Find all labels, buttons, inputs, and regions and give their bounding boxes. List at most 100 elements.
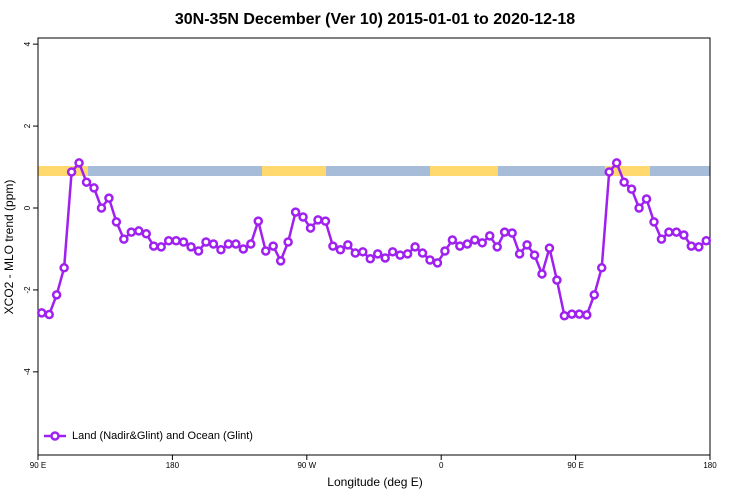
- point: [148, 241, 159, 251]
- point: [410, 242, 420, 252]
- y-axis-label: XCO2 - MLO trend (ppm): [2, 180, 16, 315]
- point: [462, 239, 473, 249]
- point: [104, 193, 114, 203]
- point: [694, 242, 704, 252]
- point: [328, 241, 338, 251]
- x-tick-label: 180: [166, 461, 180, 470]
- point: [36, 308, 47, 318]
- point: [178, 237, 189, 247]
- point: [432, 258, 443, 268]
- y-tick-label: 2: [23, 123, 32, 128]
- point: [111, 217, 122, 227]
- point: [89, 183, 99, 193]
- land-segment: [38, 166, 88, 176]
- point: [649, 217, 659, 227]
- point: [701, 236, 712, 246]
- ocean-band: [38, 166, 710, 176]
- point: [171, 236, 181, 246]
- point: [246, 239, 256, 249]
- point: [440, 246, 450, 256]
- point: [671, 227, 682, 237]
- point: [81, 177, 92, 187]
- point: [529, 250, 540, 260]
- point: [686, 241, 697, 251]
- series-line: [41, 160, 708, 318]
- point: [126, 227, 137, 237]
- land-segment: [262, 166, 326, 176]
- x-tick-label: 0: [439, 461, 444, 470]
- point: [283, 237, 293, 247]
- land-segment: [430, 166, 498, 176]
- point: [208, 239, 219, 249]
- point: [119, 234, 129, 244]
- point: [134, 226, 144, 236]
- point: [656, 234, 667, 244]
- point: [477, 238, 488, 248]
- point: [611, 158, 622, 168]
- point: [231, 239, 241, 249]
- point: [619, 177, 629, 187]
- point: [544, 243, 555, 253]
- chart-title: 30N-35N December (Ver 10) 2015-01-01 to …: [175, 11, 575, 28]
- point: [537, 269, 547, 279]
- point: [634, 203, 644, 213]
- point: [96, 203, 107, 213]
- point: [268, 241, 278, 251]
- point: [447, 235, 458, 245]
- y-tick-label: 0: [23, 205, 32, 210]
- y-tick-label: -2: [23, 286, 32, 294]
- point: [44, 309, 54, 320]
- point: [343, 240, 353, 250]
- point: [679, 230, 689, 240]
- point: [664, 227, 674, 237]
- point: [492, 242, 502, 252]
- point: [275, 256, 286, 266]
- point: [582, 310, 592, 320]
- point: [499, 227, 510, 237]
- point: [484, 231, 495, 241]
- point: [358, 247, 368, 257]
- point: [372, 249, 383, 259]
- point: [298, 212, 308, 222]
- point: [455, 241, 465, 251]
- point: [163, 236, 174, 246]
- x-tick-label: 90 W: [297, 461, 316, 470]
- land-ocean-strip: [38, 166, 710, 176]
- point: [335, 245, 346, 255]
- legend-marker: [50, 431, 60, 441]
- point: [74, 158, 84, 168]
- point: [313, 215, 323, 225]
- point: [201, 237, 211, 247]
- point: [395, 250, 405, 260]
- x-tick-label: 90 E: [567, 461, 583, 470]
- point: [51, 290, 62, 300]
- point: [216, 245, 226, 255]
- point: [589, 290, 600, 300]
- point: [238, 244, 249, 254]
- plot-frame: [37, 37, 711, 456]
- point: [387, 247, 398, 257]
- point: [350, 248, 361, 258]
- point: [641, 194, 652, 204]
- point: [626, 184, 637, 194]
- point: [223, 239, 234, 249]
- point: [290, 207, 301, 217]
- x-axis-label: Longitude (deg E): [327, 475, 422, 489]
- point: [141, 229, 152, 239]
- point: [604, 167, 614, 177]
- point: [552, 275, 562, 285]
- point: [567, 309, 577, 319]
- point: [514, 249, 525, 259]
- point: [66, 167, 77, 177]
- point: [156, 242, 166, 252]
- point: [417, 248, 428, 258]
- y-tick-label: 4: [23, 41, 32, 46]
- point: [305, 223, 316, 233]
- land-segment: [605, 166, 650, 176]
- point: [402, 249, 413, 259]
- point: [365, 254, 376, 264]
- point: [320, 216, 331, 226]
- point: [507, 228, 517, 238]
- point: [193, 246, 204, 256]
